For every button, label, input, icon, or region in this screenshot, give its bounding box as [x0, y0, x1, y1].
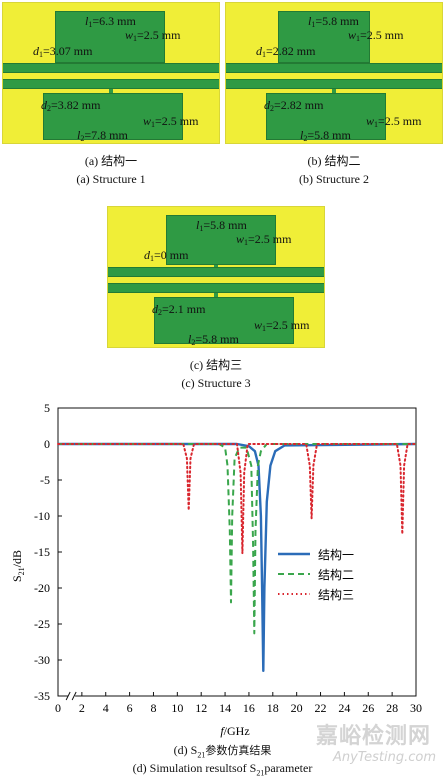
upper-transmission-line — [226, 63, 442, 73]
structure-panel-1: l1=6.3 mm w1=2.5 mm d1=3.07 mm d2=3.82 mm w1… — [0, 0, 222, 196]
axis-break-mark — [65, 691, 71, 701]
x-tick-label: 30 — [410, 701, 422, 715]
substrate-board: l1=6.3 mm w1=2.5 mm d1=3.07 mm d2=3.82 mm w1… — [2, 2, 220, 144]
axis-break-gap — [68, 692, 76, 700]
upper-transmission-line — [3, 63, 219, 73]
structure-caption-cn: (a) 结构一 — [84, 154, 138, 168]
x-axis-label: f/GHz — [220, 724, 249, 738]
y-tick-label: 5 — [44, 401, 50, 415]
y-tick-label: -5 — [40, 473, 50, 487]
bottom-stub — [109, 87, 113, 93]
x-tick-label: 8 — [150, 701, 156, 715]
structure-panel-2: l1=5.8 mm w1=2.5 mm d1=2.82 mm d2=2.82 mm w1… — [223, 0, 445, 196]
x-tick-label: 28 — [386, 701, 398, 715]
bottom-stub — [332, 87, 336, 93]
legend-label-3: 结构三 — [318, 587, 354, 602]
watermark-logo: 嘉峪检测网 AnyTesting.com — [316, 718, 440, 768]
label-l2: l2=5.8 mm — [300, 128, 351, 143]
label-w1: w1=2.5 mm — [348, 28, 404, 43]
top-resonator-patch — [166, 215, 276, 265]
series-line-1 — [58, 442, 417, 672]
label-d2: d2=2.82 mm — [264, 98, 324, 113]
legend-label-1: 结构一 — [318, 547, 354, 562]
label-w1: w1=2.5 mm — [236, 232, 292, 247]
label-d1: d1=0 mm — [144, 248, 189, 263]
top-resonator-patch — [278, 11, 370, 63]
x-tick-label: 6 — [127, 701, 133, 715]
label-l2: l2=5.8 mm — [188, 332, 239, 347]
x-tick-label: 14 — [219, 701, 231, 715]
structure-caption-en: (b) Structure 2 — [299, 172, 369, 186]
label-l1: l1=5.8 mm — [308, 14, 359, 29]
label-w2: w1=2.5 mm — [254, 318, 310, 333]
structure-panel-3: l1=5.8 mm w1=2.5 mm d1=0 mm d2=2.1 mm w1=2.5… — [105, 204, 327, 400]
axis-break-mark — [71, 691, 77, 701]
y-tick-label: -20 — [34, 581, 50, 595]
label-l1: l1=6.3 mm — [85, 14, 136, 29]
label-l1: l1=5.8 mm — [196, 218, 247, 233]
x-tick-label: 2 — [79, 701, 85, 715]
x-tick-label: 22 — [315, 701, 327, 715]
y-tick-label: 0 — [44, 437, 50, 451]
chart-caption-cn: (d) S21参数仿真结果 — [173, 743, 272, 760]
y-tick-label: -30 — [34, 653, 50, 667]
y-tick-label: -15 — [34, 545, 50, 559]
label-d2: d2=3.82 mm — [41, 98, 101, 113]
y-tick-label: -35 — [34, 689, 50, 703]
bottom-stub — [214, 291, 218, 297]
x-tick-label: 10 — [171, 701, 183, 715]
top-resonator-patch — [55, 11, 165, 63]
lower-transmission-line — [108, 283, 324, 293]
x-tick-label: 20 — [291, 701, 303, 715]
x-tick-label: 16 — [243, 701, 255, 715]
structure-caption-en: (a) Structure 1 — [76, 172, 146, 186]
x-tick-label: 18 — [267, 701, 279, 715]
label-w1: w1=2.5 mm — [125, 28, 181, 43]
label-w2: w1=2.5 mm — [366, 114, 422, 129]
bottom-resonator-patch — [266, 93, 386, 140]
structure-caption-en: (c) Structure 3 — [181, 376, 251, 390]
series-line-2 — [58, 443, 416, 635]
series-line-3 — [57, 443, 417, 555]
label-d1: d1=2.82 mm — [256, 44, 316, 59]
substrate-board: l1=5.8 mm w1=2.5 mm d1=2.82 mm d2=2.82 mm w1… — [225, 2, 443, 144]
x-tick-label: 4 — [103, 701, 109, 715]
x-tick-label: 12 — [195, 701, 207, 715]
chart-caption-en: (d) Simulation resultsof S21parameter — [132, 761, 313, 778]
structure-caption-cn: (c) 结构三 — [189, 358, 243, 372]
x-tick-label: 26 — [362, 701, 374, 715]
bottom-resonator-patch — [154, 297, 294, 344]
y-tick-label: -10 — [34, 509, 50, 523]
x-tick-label: 24 — [338, 701, 350, 715]
lower-transmission-line — [3, 79, 219, 89]
label-l2: l2=7.8 mm — [77, 128, 128, 143]
label-w2: w1=2.5 mm — [143, 114, 199, 129]
watermark-cn: 嘉峪检测网 — [316, 724, 432, 749]
x-tick-label: 0 — [55, 701, 61, 715]
s21-chart: 50-5-10-15-20-25-30-350 2 4 6 8 10 12 14 16 18 20 2… — [10, 401, 422, 738]
lower-transmission-line — [226, 79, 442, 89]
label-d2: d2=2.1 mm — [152, 302, 206, 317]
watermark-en: AnyTesting.com — [332, 750, 436, 765]
bottom-resonator-patch — [43, 93, 183, 140]
structure-caption-cn: (b) 结构二 — [307, 154, 361, 168]
y-axis-label: S21/dB — [10, 550, 26, 582]
upper-transmission-line — [108, 267, 324, 277]
substrate-board: l1=5.8 mm w1=2.5 mm d1=0 mm d2=2.1 mm w1=2.5… — [107, 206, 325, 348]
legend-label-2: 结构二 — [318, 567, 354, 582]
label-d1: d1=3.07 mm — [33, 44, 93, 59]
y-tick-label: -25 — [34, 617, 50, 631]
